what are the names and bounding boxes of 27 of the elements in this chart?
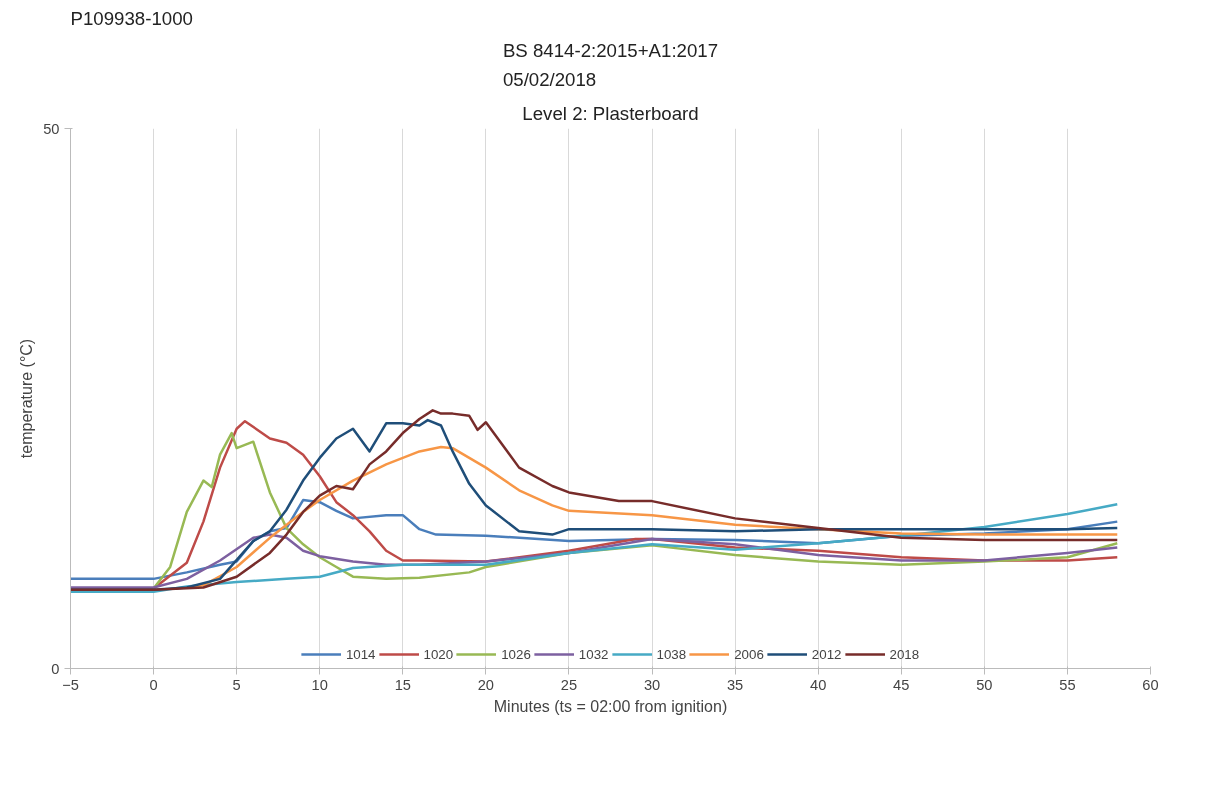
x-tick-label: 5 (232, 676, 241, 693)
x-tick-label: 60 (1142, 676, 1159, 693)
chart-subtitle: Level 2: Plasterboard (522, 102, 699, 124)
x-tick-label: 40 (810, 676, 827, 693)
y-axis-title: temperature (°C) (18, 338, 36, 459)
legend-label: 1014 (345, 646, 376, 662)
x-tick-label: 15 (394, 676, 411, 693)
x-tick-label: 45 (893, 676, 910, 693)
legend-label: 1038 (656, 646, 687, 662)
legend-label: 2006 (734, 646, 764, 662)
legend-label: 1026 (501, 646, 531, 662)
x-tick-label: 20 (477, 676, 495, 693)
legend-label: 2012 (811, 646, 842, 662)
text: P109938-1000 (70, 7, 193, 29)
x-tick-label: 10 (311, 676, 328, 693)
legend-label: 2018 (889, 646, 920, 662)
legend-label: 1020 (423, 646, 454, 662)
x-tick-label: 30 (643, 676, 661, 693)
legend-label: 1032 (578, 646, 609, 662)
x-tick-label: 25 (560, 676, 578, 693)
x-axis-title: Minutes (ts = 02:00 from ignition) (493, 697, 728, 715)
x-tick-label: −5 (62, 676, 79, 693)
chart-title: BS 8414-2:2015+A1:2017 05/02/2018 (502, 40, 719, 91)
x-tick-label: 0 (149, 676, 158, 693)
x-tick-label: 55 (1059, 676, 1076, 693)
x-tick-label: 35 (726, 676, 744, 693)
x-tick-label: 50 (976, 676, 993, 693)
